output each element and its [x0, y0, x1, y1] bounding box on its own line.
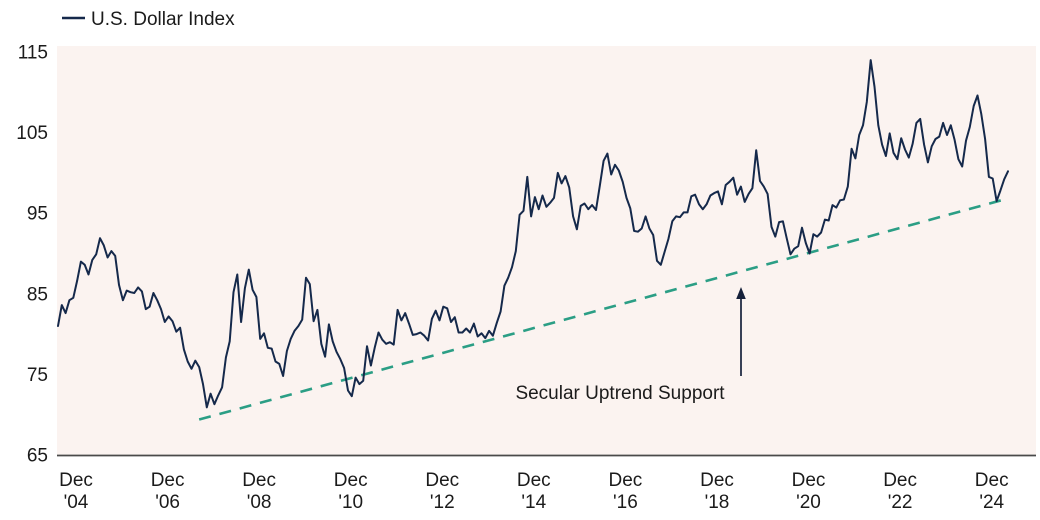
- x-tick-label: '22: [888, 492, 913, 513]
- us-dollar-index-line: [57, 59, 1009, 409]
- legend-label: U.S. Dollar Index: [91, 9, 235, 30]
- x-tick-label: Dec: [334, 470, 368, 491]
- x-tick-label: Dec: [242, 470, 276, 491]
- x-tick-label: '12: [430, 492, 455, 513]
- legend: U.S. Dollar Index: [62, 9, 235, 30]
- x-tick-label: Dec: [975, 470, 1009, 491]
- y-tick-label: 95: [27, 204, 48, 225]
- x-tick-label: Dec: [59, 470, 93, 491]
- x-tick-label: Dec: [151, 470, 185, 491]
- x-axis-labels: Dec'04Dec'06Dec'08Dec'10Dec'12Dec'14Dec'…: [59, 470, 1008, 513]
- x-tick-label: Dec: [609, 470, 643, 491]
- plot-area: [57, 46, 1036, 456]
- x-tick-label: Dec: [425, 470, 459, 491]
- annotation-group: Secular Uptrend Support: [515, 287, 746, 404]
- x-tick-label: '08: [247, 492, 272, 513]
- x-tick-label: '20: [796, 492, 821, 513]
- x-tick-label: Dec: [517, 470, 551, 491]
- x-tick-label: '18: [705, 492, 730, 513]
- x-tick-label: '14: [521, 492, 546, 513]
- x-tick-label: '04: [64, 492, 89, 513]
- x-tick-label: '10: [338, 492, 363, 513]
- x-tick-label: '16: [613, 492, 638, 513]
- x-tick-label: Dec: [700, 470, 734, 491]
- y-tick-label: 65: [27, 446, 48, 467]
- x-tick-label: Dec: [883, 470, 917, 491]
- x-tick-label: Dec: [792, 470, 826, 491]
- y-tick-label: 115: [18, 43, 48, 64]
- y-tick-label: 75: [27, 365, 48, 386]
- annotation-label: Secular Uptrend Support: [515, 383, 725, 404]
- x-tick-label: '06: [155, 492, 180, 513]
- y-tick-label: 105: [16, 123, 48, 144]
- x-tick-label: '24: [979, 492, 1004, 513]
- y-axis-labels: 115 105 95 85 75 65: [16, 43, 48, 467]
- secular-uptrend-support-trendline: [198, 198, 1005, 421]
- annotation-arrow-head-icon: [736, 287, 746, 299]
- y-tick-label: 85: [27, 284, 48, 305]
